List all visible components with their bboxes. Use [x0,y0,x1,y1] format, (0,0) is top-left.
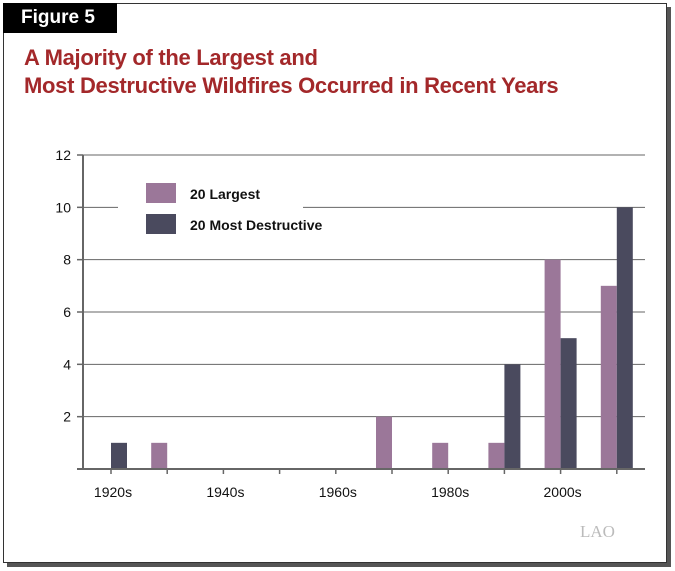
bar-20-most-destructive [560,338,577,469]
y-tick-label: 12 [55,147,71,163]
legend-label: 20 Largest [190,186,260,202]
y-tick-label: 10 [55,199,71,215]
x-tick-label: 1960s [319,484,357,500]
title-line-2: Most Destructive Wildfires Occurred in R… [24,73,559,98]
chart-title: A Majority of the Largest and Most Destr… [24,44,559,100]
title-line-1: A Majority of the Largest and [24,45,318,70]
bar-20-largest [151,442,168,469]
bar-20-most-destructive [111,442,127,469]
y-tick-label: 6 [63,304,71,320]
legend-swatch [146,214,176,234]
bar-20-largest [600,285,617,469]
legend-swatch [146,183,176,203]
y-tick-label: 4 [63,356,71,372]
y-tick-label: 8 [63,252,71,268]
legend-label: 20 Most Destructive [190,217,322,233]
lao-logo: LAO [580,522,615,541]
bar-20-most-destructive [504,364,521,469]
x-tick-label: 1940s [206,484,244,500]
bar-20-largest [376,416,392,469]
x-tick-label: 1920s [94,484,132,500]
bar-20-largest [488,442,505,469]
x-tick-label: 2000s [544,484,582,500]
y-tick-label: 2 [63,409,71,425]
x-tick-label: 1980s [431,484,469,500]
bar-20-largest [432,442,449,469]
bar-20-largest [544,259,561,469]
figure-label: Figure 5 [3,3,117,33]
bar-20-most-destructive [616,207,633,470]
